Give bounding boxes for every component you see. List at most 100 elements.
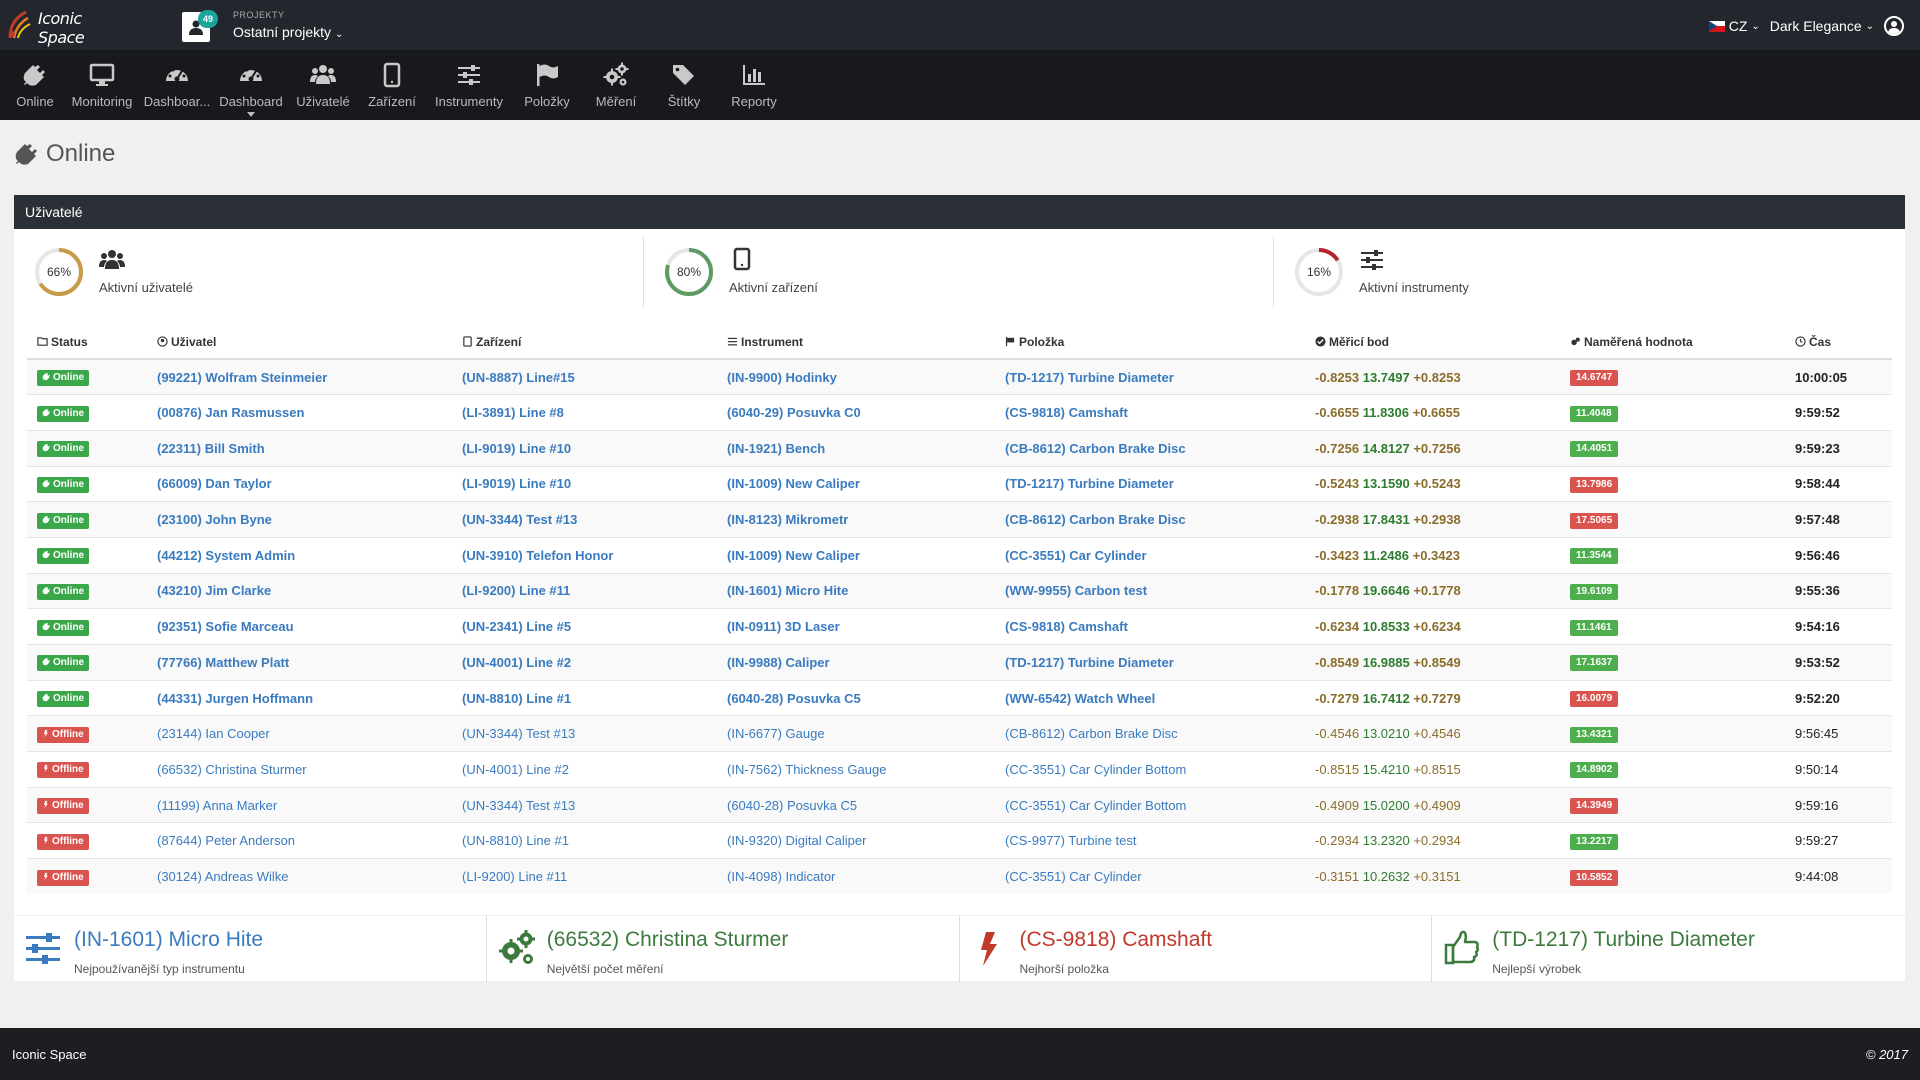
device-link[interactable]: (UN-2341) Line #5 xyxy=(462,619,572,635)
item-link[interactable]: (TD-1217) Turbine Diameter xyxy=(1005,476,1174,492)
col-status[interactable]: Status xyxy=(27,325,147,360)
table-row[interactable]: Online (23100) John Byne (UN-3344) Test #1… xyxy=(27,501,1892,538)
item-link[interactable]: (CS-9977) Turbine test xyxy=(1005,833,1137,849)
col-device[interactable]: Zařízení xyxy=(452,325,717,360)
language-selector[interactable]: CZ xyxy=(1728,18,1748,34)
item-link[interactable]: (CC-3551) Car Cylinder xyxy=(1005,869,1142,885)
device-link[interactable]: (UN-8810) Line #1 xyxy=(462,690,572,706)
nav-devices[interactable]: Zařízení xyxy=(358,50,426,120)
item-link[interactable]: (CS-9818) Camshaft xyxy=(1005,405,1128,421)
instrument-link[interactable]: (IN-9988) Caliper xyxy=(727,654,830,670)
table-row[interactable]: Online (44212) System Admin (UN-3910) Tele… xyxy=(27,536,1892,574)
device-link[interactable]: (LI-9200) Line #11 xyxy=(462,583,571,599)
item-link[interactable]: (CB-8612) Carbon Brake Disc xyxy=(1005,440,1186,456)
table-row[interactable]: Offline (87644) Peter Anderson (UN-8810) L… xyxy=(27,822,1892,859)
device-link[interactable]: (LI-3891) Line #8 xyxy=(462,405,564,421)
item-link[interactable]: (CB-8612) Carbon Brake Disc xyxy=(1005,512,1186,528)
instrument-link[interactable]: (IN-1009) New Caliper xyxy=(727,476,860,492)
table-row[interactable]: Offline (23144) Ian Cooper (UN-3344) Test … xyxy=(27,715,1892,752)
user-link[interactable]: (44212) System Admin xyxy=(157,547,296,563)
instrument-link[interactable]: (IN-6677) Gauge xyxy=(727,726,825,742)
nav-reports[interactable]: Reporty xyxy=(718,50,790,120)
item-link[interactable]: (CS-9818) Camshaft xyxy=(1005,619,1128,635)
nav-users[interactable]: Uživatelé xyxy=(288,50,358,120)
instrument-link[interactable]: (IN-7562) Thickness Gauge xyxy=(727,761,887,777)
item-link[interactable]: (TD-1217) Turbine Diameter xyxy=(1005,654,1174,670)
instrument-link[interactable]: (IN-8123) Mikrometr xyxy=(727,512,849,528)
user-link[interactable]: (87644) Peter Anderson xyxy=(157,833,296,849)
item-link[interactable]: (CC-3551) Car Cylinder Bottom xyxy=(1005,761,1187,777)
logo[interactable]: Iconic Space xyxy=(4,4,122,47)
instrument-link[interactable]: (6040-28) Posuvka C5 xyxy=(727,690,861,706)
col-time[interactable]: Čas xyxy=(1785,325,1892,360)
table-row[interactable]: Online (92351) Sofie Marceau (UN-2341) Lin… xyxy=(27,608,1892,645)
user-link[interactable]: (99221) Wolfram Steinmeier xyxy=(157,369,328,385)
table-row[interactable]: Online (22311) Bill Smith (LI-9019) Line #… xyxy=(27,429,1892,467)
nav-monitoring[interactable]: Monitoring xyxy=(64,50,140,120)
item-link[interactable]: (TD-1217) Turbine Diameter xyxy=(1005,369,1174,385)
device-link[interactable]: (UN-8887) Line#15 xyxy=(462,369,575,385)
table-row[interactable]: Online (66009) Dan Taylor (LI-9019) Line #… xyxy=(27,465,1892,502)
col-measure-point[interactable]: Měřicí bod xyxy=(1305,325,1560,360)
item-link[interactable]: (CC-3551) Car Cylinder Bottom xyxy=(1005,797,1187,813)
item-link[interactable]: (CB-8612) Carbon Brake Disc xyxy=(1005,726,1178,742)
device-link[interactable]: (UN-4001) Line #2 xyxy=(462,654,572,670)
instrument-link[interactable]: (IN-9320) Digital Caliper xyxy=(727,833,867,849)
user-link[interactable]: (23144) Ian Cooper xyxy=(157,726,270,742)
table-row[interactable]: Online (44331) Jurgen Hoffmann (UN-8810) L… xyxy=(27,679,1892,716)
col-item[interactable]: Položka xyxy=(995,325,1305,360)
user-link[interactable]: (44331) Jurgen Hoffmann xyxy=(157,690,314,706)
table-row[interactable]: Online (77766) Matthew Platt (UN-4001) Lin… xyxy=(27,644,1892,681)
col-measured-value[interactable]: Naměřená hodnota xyxy=(1560,325,1785,360)
user-link[interactable]: (43210) Jim Clarke xyxy=(157,583,272,599)
stat-title[interactable]: (CS-9818) Camshaft xyxy=(1019,928,1213,951)
user-link[interactable]: (77766) Matthew Platt xyxy=(157,654,290,670)
stat-title[interactable]: (66532) Christina Sturmer xyxy=(546,928,789,951)
instrument-link[interactable]: (6040-28) Posuvka C5 xyxy=(727,797,858,813)
user-link[interactable]: (22311) Bill Smith xyxy=(157,440,265,456)
instrument-link[interactable]: (IN-4098) Indicator xyxy=(727,869,836,885)
instrument-link[interactable]: (IN-9900) Hodinky xyxy=(727,369,837,385)
table-row[interactable]: Offline (30124) Andreas Wilke (LI-9200) Li… xyxy=(27,858,1892,895)
device-link[interactable]: (UN-3344) Test #13 xyxy=(462,512,578,528)
table-row[interactable]: Online (99221) Wolfram Steinmeier (UN-8887… xyxy=(27,358,1892,395)
table-row[interactable]: Online (43210) Jim Clarke (LI-9200) Line #… xyxy=(27,572,1892,609)
instrument-link[interactable]: (6040-29) Posuvka C0 xyxy=(727,405,861,421)
stat-title[interactable]: (IN-1601) Micro Hite xyxy=(74,928,264,951)
instrument-link[interactable]: (IN-1601) Micro Hite xyxy=(727,583,849,599)
nav-measurements[interactable]: Měření xyxy=(582,50,650,120)
user-link[interactable]: (23100) John Byne xyxy=(157,512,272,528)
device-link[interactable]: (LI-9019) Line #10 xyxy=(462,440,572,456)
device-link[interactable]: (UN-4001) Line #2 xyxy=(462,761,569,777)
table-row[interactable]: Offline (66532) Christina Sturmer (UN-4001… xyxy=(27,751,1892,788)
user-link[interactable]: (11199) Anna Marker xyxy=(157,797,278,813)
device-link[interactable]: (UN-3910) Telefon Honor xyxy=(462,547,614,563)
col-user[interactable]: Uživatel xyxy=(147,325,452,360)
item-link[interactable]: (CC-3551) Car Cylinder xyxy=(1005,547,1147,563)
instrument-link[interactable]: (IN-1921) Bench xyxy=(727,440,826,456)
user-link[interactable]: (00876) Jan Rasmussen xyxy=(157,405,305,421)
instrument-link[interactable]: (IN-1009) New Caliper xyxy=(727,547,860,563)
instrument-link[interactable]: (IN-0911) 3D Laser xyxy=(727,619,840,635)
device-link[interactable]: (LI-9200) Line #11 xyxy=(462,869,568,885)
device-link[interactable]: (UN-3344) Test #13 xyxy=(462,726,576,742)
device-link[interactable]: (UN-3344) Test #13 xyxy=(462,797,576,813)
device-link[interactable]: (LI-9019) Line #10 xyxy=(462,476,572,492)
item-link[interactable]: (WW-9955) Carbon test xyxy=(1005,583,1148,599)
user-link[interactable]: (92351) Sofie Marceau xyxy=(157,619,294,635)
user-avatar-icon[interactable] xyxy=(1884,16,1904,36)
user-link[interactable]: (66009) Dan Taylor xyxy=(157,476,272,492)
nav-dashboard-1[interactable]: Dashboar... xyxy=(140,50,214,120)
nav-items[interactable]: Položky xyxy=(512,50,582,120)
user-link[interactable]: (66532) Christina Sturmer xyxy=(157,761,307,777)
nav-instruments[interactable]: Instrumenty xyxy=(426,50,512,120)
nav-online[interactable]: Online xyxy=(6,50,64,120)
theme-selector[interactable]: Dark Elegance xyxy=(1769,18,1862,34)
item-link[interactable]: (WW-6542) Watch Wheel xyxy=(1005,690,1156,706)
nav-tags[interactable]: Štítky xyxy=(650,50,718,120)
project-selector[interactable]: Ostatní projekty ⌄ xyxy=(233,24,343,40)
stat-title[interactable]: (TD-1217) Turbine Diameter xyxy=(1492,928,1755,951)
table-row[interactable]: Offline (11199) Anna Marker (UN-3344) Test… xyxy=(27,786,1892,823)
device-link[interactable]: (UN-8810) Line #1 xyxy=(462,833,569,849)
col-instrument[interactable]: Instrument xyxy=(717,325,995,360)
